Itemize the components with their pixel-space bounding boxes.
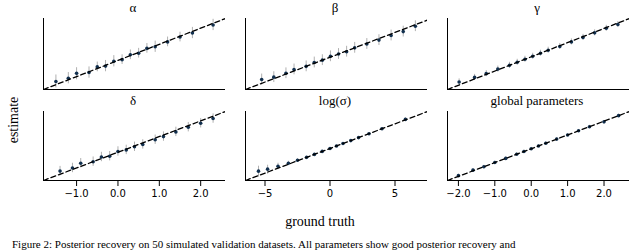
svg-text:2.0: 2.0: [193, 188, 209, 198]
html-text:estimate: estimate: [6, 96, 21, 144]
html-text:δ: δ: [129, 93, 137, 108]
svg-text:0.0: 0.0: [523, 188, 539, 198]
html-text:α: α: [129, 0, 137, 15]
html-text:log(σ): log(σ): [318, 93, 352, 108]
svg-text:−2.0: −2.0: [446, 188, 470, 198]
html-text:ground truth: ground truth: [285, 214, 355, 229]
html-text:β: β: [331, 0, 339, 15]
svg-text:1.0: 1.0: [151, 188, 167, 198]
svg-text:−1.0: −1.0: [483, 188, 507, 198]
svg-text:−1.0: −1.0: [64, 188, 88, 198]
html-text:γ: γ: [534, 0, 540, 15]
html-text:global parameters: global parameters: [490, 93, 584, 108]
svg-text:1.0: 1.0: [560, 188, 576, 198]
svg-text:−5: −5: [258, 188, 273, 198]
svg-text:0: 0: [327, 188, 333, 198]
html-text:Figure 2: Posterior recovery o: Figure 2: Posterior recovery on 50 simul…: [12, 238, 516, 250]
svg-text:2.0: 2.0: [596, 188, 612, 198]
svg-text:5: 5: [392, 188, 398, 198]
svg-text:0.0: 0.0: [110, 188, 126, 198]
